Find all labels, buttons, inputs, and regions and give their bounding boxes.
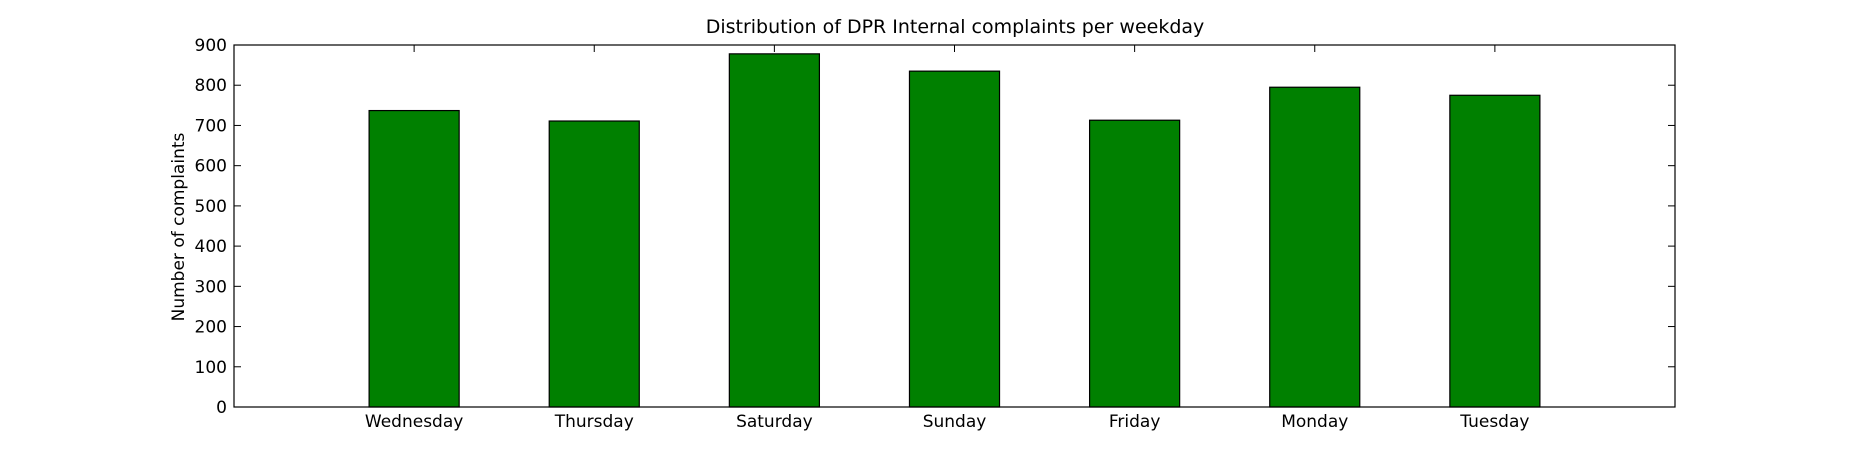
y-tick-label: 0 xyxy=(216,398,227,418)
y-tick-label: 100 xyxy=(195,358,227,378)
y-tick-label: 200 xyxy=(195,318,227,338)
bar-thursday xyxy=(548,120,640,408)
x-tick-label: Wednesday xyxy=(365,412,463,432)
y-tick-label: 500 xyxy=(195,197,227,217)
chart-title: Distribution of DPR Internal complaints … xyxy=(706,16,1205,38)
bar-saturday xyxy=(728,53,821,408)
y-tick-label: 700 xyxy=(195,116,227,136)
x-axis-ticks: Wednesday Thursday Saturday Sunday Friday Mon… xyxy=(365,45,1529,432)
y-tick-label: 400 xyxy=(195,237,227,257)
y-axis-ticks: 0 100 200 300 400 500 600 700 800 900 xyxy=(195,36,1675,418)
x-tick-label: Monday xyxy=(1281,412,1348,432)
y-tick-label: 300 xyxy=(195,277,227,297)
bar-tuesday xyxy=(1449,94,1541,408)
bar-monday xyxy=(1269,86,1361,408)
bar-wednesday xyxy=(368,109,460,408)
x-tick-label: Friday xyxy=(1109,412,1161,432)
bar-sunday xyxy=(908,70,1001,408)
plot-frame xyxy=(233,44,1676,408)
x-tick-label: Tuesday xyxy=(1459,412,1529,432)
y-axis-label: Number of complaints xyxy=(169,132,189,321)
y-tick-label: 900 xyxy=(195,36,227,56)
x-tick-label: Sunday xyxy=(923,412,987,432)
y-tick-label: 600 xyxy=(195,157,227,177)
x-tick-label: Thursday xyxy=(554,412,634,432)
x-tick-label: Saturday xyxy=(736,412,813,432)
bar-friday xyxy=(1088,119,1181,408)
bars xyxy=(368,53,1541,408)
y-tick-label: 800 xyxy=(195,76,227,96)
